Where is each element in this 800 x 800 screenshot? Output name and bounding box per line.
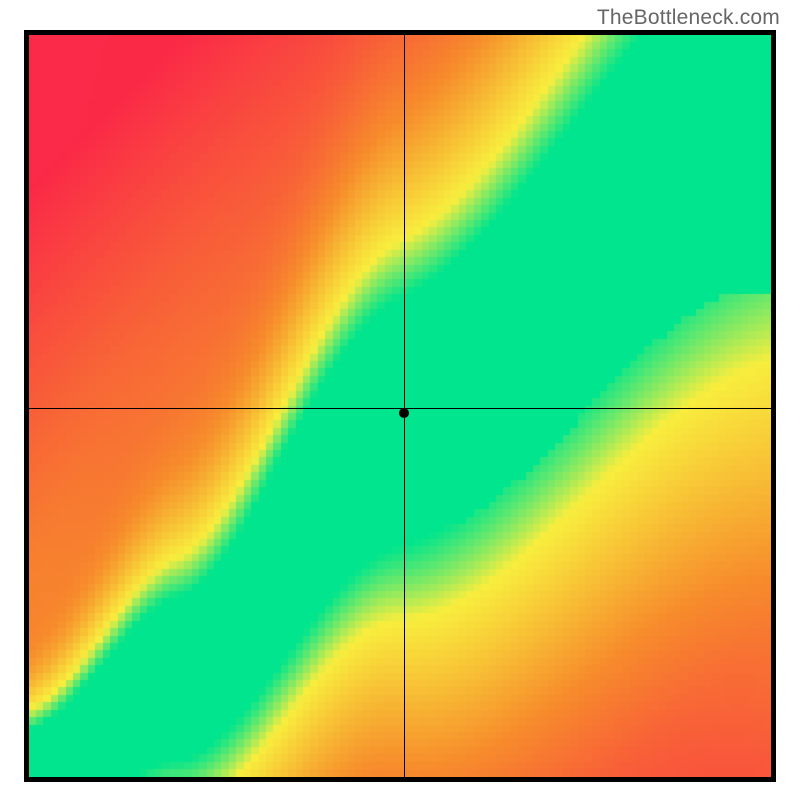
bottleneck-heatmap: [29, 35, 771, 777]
selected-point-marker: [399, 408, 409, 418]
crosshair-vertical: [404, 35, 405, 777]
plot-frame: [24, 30, 776, 782]
watermark-text: TheBottleneck.com: [597, 6, 780, 30]
figure-stage: TheBottleneck.com: [0, 0, 800, 800]
